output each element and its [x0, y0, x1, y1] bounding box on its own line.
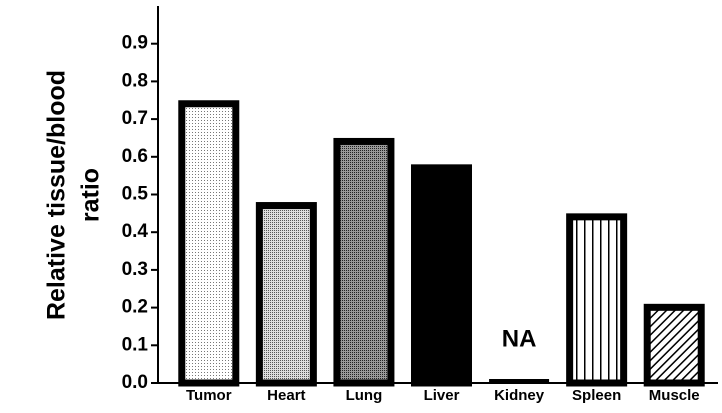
bar [411, 164, 472, 387]
x-tick-label: Liver [424, 387, 460, 404]
bar [255, 202, 317, 387]
y-tick-label: 0.5 [122, 184, 149, 205]
y-tick-label: 0.6 [122, 146, 148, 167]
x-tick-label: Spleen [572, 387, 621, 404]
bar [566, 213, 628, 387]
bar [333, 137, 395, 387]
value-label: NA [502, 325, 537, 352]
y-tick-label: 0.4 [122, 221, 149, 242]
y-tick-label: 0.3 [122, 259, 148, 280]
y-tick-label: 0.2 [122, 297, 148, 318]
y-axis-label: ratio [77, 168, 105, 222]
y-tick-label: 0.8 [122, 70, 148, 91]
y-tick-label: 0.9 [122, 33, 148, 54]
bar [178, 100, 240, 387]
x-tick-label: Lung [346, 387, 383, 404]
x-tick-label: Muscle [649, 387, 700, 404]
x-tick-label: Tumor [186, 387, 232, 404]
y-tick-label: 0.1 [122, 334, 149, 355]
y-tick-label: 0.7 [122, 108, 148, 129]
x-tick-label: Heart [267, 387, 305, 404]
y-tick-label: 0.0 [122, 372, 148, 393]
y-axis-label: Relative tissue/blood [43, 70, 71, 320]
bar [643, 303, 705, 387]
x-tick-label: Kidney [494, 387, 545, 404]
